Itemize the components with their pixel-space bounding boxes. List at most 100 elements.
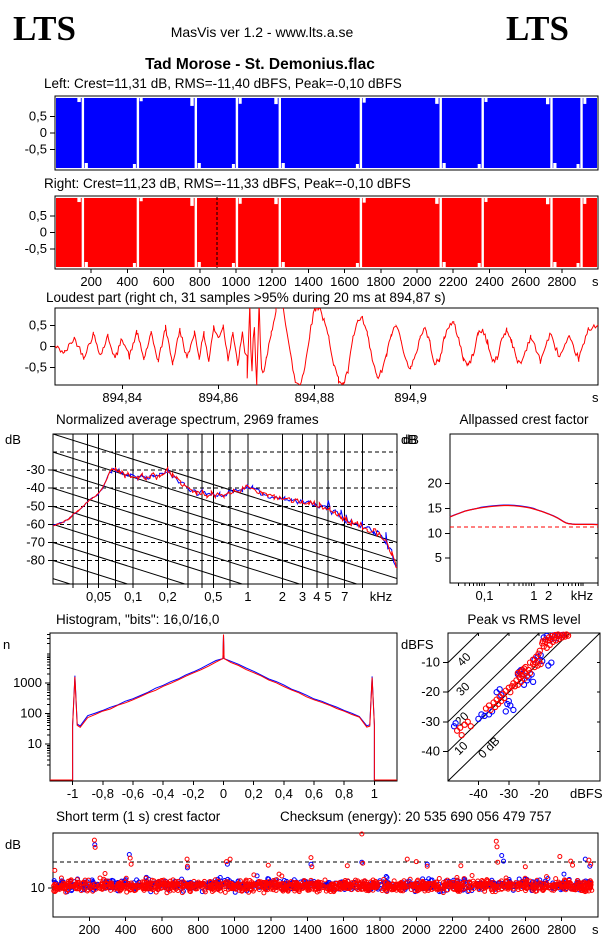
svg-text:2: 2 (279, 589, 286, 604)
svg-text:20: 20 (428, 476, 442, 491)
svg-text:10: 10 (28, 736, 42, 751)
svg-text:1000: 1000 (222, 274, 251, 289)
loudest-part-title: Loudest part (right ch, 31 samples >95% … (46, 290, 446, 305)
allpassed-plot: 20 15 10 5 0,1 1 2 kHz dB (403, 432, 599, 603)
svg-text:dB: dB (5, 837, 21, 852)
spectrum-plot: -30 -40 -50 -60 -70 -80 0,05 0,1 0,2 0,5 1 2 3 4 5 7 kHz… (5, 432, 417, 604)
svg-text:s: s (592, 390, 599, 405)
svg-text:1800: 1800 (366, 922, 395, 937)
svg-text:-0,5: -0,5 (25, 241, 47, 256)
svg-text:1600: 1600 (330, 274, 359, 289)
svg-text:0,5: 0,5 (29, 208, 47, 223)
svg-text:894,9: 894,9 (394, 390, 427, 405)
svg-text:-0,2: -0,2 (182, 786, 204, 801)
svg-text:0: 0 (40, 339, 47, 354)
svg-text:0: 0 (220, 786, 227, 801)
svg-text:-40: -40 (469, 786, 488, 801)
peak-vs-rms-title: Peak vs RMS level (467, 612, 581, 627)
svg-text:0: 0 (40, 125, 47, 140)
right-channel-stats: Right: Crest=11,23 dB, RMS=-11,33 dBFS, … (44, 176, 411, 191)
svg-text:-40: -40 (421, 743, 440, 758)
app-version-info: MasVis ver 1.2 - www.lts.a.se (170, 24, 354, 40)
svg-text:2000: 2000 (403, 274, 432, 289)
svg-text:5: 5 (324, 589, 331, 604)
svg-text:-20: -20 (421, 684, 440, 699)
svg-text:200: 200 (80, 274, 102, 289)
svg-text:dBFS: dBFS (570, 786, 603, 801)
svg-text:-10: -10 (421, 655, 440, 670)
svg-text:40: 40 (454, 650, 474, 670)
svg-text:0,5: 0,5 (29, 318, 47, 333)
svg-text:1200: 1200 (258, 274, 287, 289)
svg-text:0,8: 0,8 (335, 786, 353, 801)
svg-text:-20: -20 (530, 786, 549, 801)
svg-text:400: 400 (117, 274, 139, 289)
svg-text:2: 2 (545, 588, 552, 603)
svg-text:dBFS: dBFS (401, 637, 434, 652)
svg-text:-0,6: -0,6 (122, 786, 144, 801)
svg-text:894,84: 894,84 (102, 390, 142, 405)
svg-text:2600: 2600 (511, 922, 540, 937)
svg-text:30: 30 (453, 679, 473, 699)
svg-text:2200: 2200 (438, 922, 467, 937)
svg-text:1400: 1400 (294, 274, 323, 289)
spectrum-title: Normalized average spectrum, 2969 frames (56, 412, 319, 427)
svg-text:10: 10 (451, 738, 471, 758)
svg-text:600: 600 (151, 922, 173, 937)
checksum-label: Checksum (energy): 20 535 690 056 479 75… (280, 809, 552, 824)
svg-text:2400: 2400 (475, 922, 504, 937)
svg-text:0 dB: 0 dB (475, 734, 502, 761)
svg-text:s: s (592, 274, 599, 289)
svg-text:1: 1 (371, 786, 378, 801)
svg-text:-30: -30 (499, 786, 518, 801)
svg-text:1800: 1800 (366, 274, 395, 289)
svg-text:800: 800 (187, 922, 209, 937)
svg-text:-80: -80 (26, 553, 45, 568)
svg-text:1600: 1600 (329, 922, 358, 937)
svg-text:10: 10 (31, 880, 45, 895)
svg-text:4: 4 (313, 589, 320, 604)
svg-text:-0,4: -0,4 (152, 786, 174, 801)
svg-text:-50: -50 (26, 498, 45, 513)
lts-logo-left: LTS (13, 9, 76, 48)
svg-text:0,6: 0,6 (305, 786, 323, 801)
svg-text:kHz: kHz (571, 588, 593, 603)
svg-text:200: 200 (78, 922, 100, 937)
svg-text:894,88: 894,88 (295, 390, 335, 405)
svg-text:dB: dB (401, 432, 417, 447)
svg-text:-0,5: -0,5 (25, 359, 47, 374)
svg-text:100: 100 (20, 706, 42, 721)
svg-text:1: 1 (244, 589, 251, 604)
svg-text:0,5: 0,5 (204, 589, 222, 604)
svg-text:10: 10 (428, 525, 442, 540)
svg-text:1400: 1400 (293, 922, 322, 937)
svg-text:dB: dB (403, 432, 419, 447)
svg-text:-70: -70 (26, 534, 45, 549)
svg-text:894,86: 894,86 (198, 390, 238, 405)
svg-text:2800: 2800 (547, 922, 576, 937)
track-title: Tad Morose - St. Demonius.flac (145, 56, 375, 73)
svg-text:2400: 2400 (475, 274, 504, 289)
svg-text:800: 800 (189, 274, 211, 289)
lts-logo-right: LTS (506, 9, 569, 48)
svg-text:3: 3 (299, 589, 306, 604)
svg-text:2000: 2000 (402, 922, 431, 937)
svg-text:s: s (592, 922, 599, 937)
svg-text:dB: dB (5, 432, 21, 447)
svg-text:-30: -30 (421, 714, 440, 729)
svg-text:1000: 1000 (13, 675, 42, 690)
right_wave-plot: 0,5 0-0,5 200 400 600 800 1000 1200 1400 1600 1800… (25, 195, 599, 289)
svg-text:15: 15 (428, 501, 442, 516)
svg-text:600: 600 (153, 274, 175, 289)
svg-text:1000: 1000 (220, 922, 249, 937)
left_wave-plot: 0,5 0 -0,5 (25, 95, 599, 171)
short-term-title: Short term (1 s) crest factor (56, 809, 221, 824)
svg-text:1200: 1200 (257, 922, 286, 937)
svg-text:0,05: 0,05 (86, 589, 111, 604)
svg-text:-40: -40 (26, 480, 45, 495)
left-channel-stats: Left: Crest=11,31 dB, RMS=-11,40 dBFS, P… (44, 76, 402, 91)
svg-text:0,5: 0,5 (29, 108, 47, 123)
svg-text:400: 400 (115, 922, 137, 937)
